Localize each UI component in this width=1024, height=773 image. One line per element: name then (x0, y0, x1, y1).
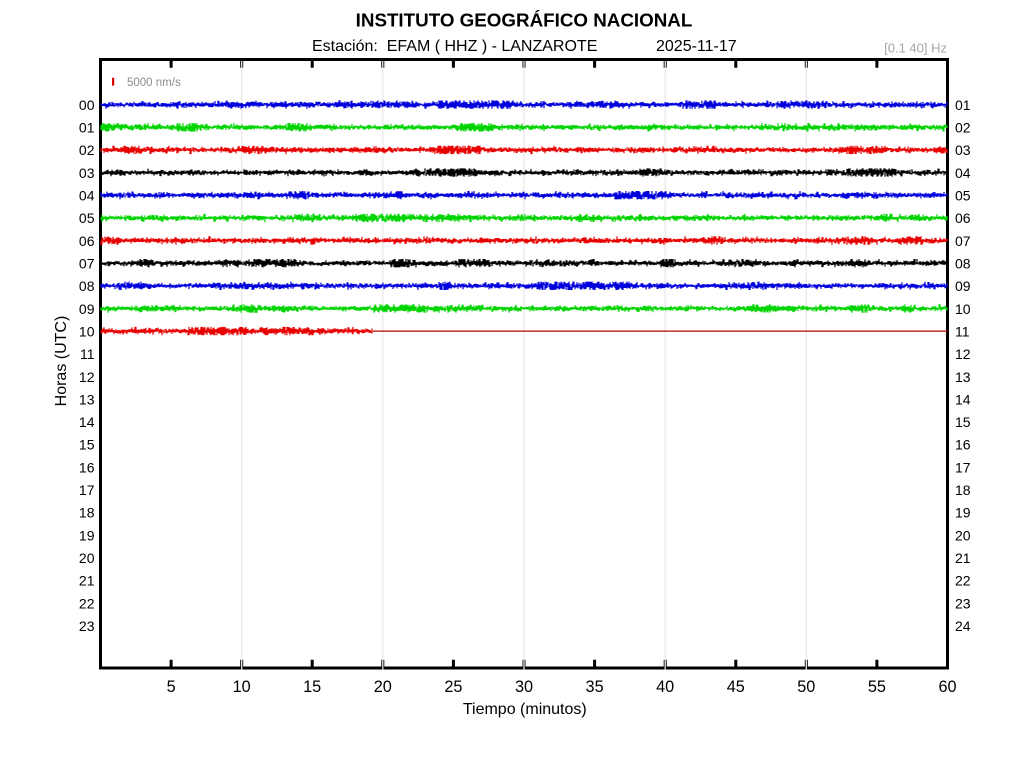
svg-text:24: 24 (955, 618, 971, 634)
svg-text:20: 20 (374, 678, 392, 696)
svg-text:09: 09 (955, 278, 971, 294)
svg-text:Horas (UTC): Horas (UTC) (53, 316, 70, 407)
svg-text:Tiempo (minutos): Tiempo (minutos) (463, 701, 587, 718)
svg-text:20: 20 (955, 527, 971, 543)
svg-text:00: 00 (79, 97, 95, 113)
svg-text:14: 14 (955, 391, 971, 407)
svg-text:07: 07 (79, 256, 95, 272)
svg-text:17: 17 (955, 459, 971, 475)
svg-text:02: 02 (955, 120, 971, 136)
svg-text:15: 15 (955, 414, 971, 430)
svg-text:10: 10 (955, 301, 971, 317)
svg-text:19: 19 (955, 505, 971, 521)
svg-text:10: 10 (233, 678, 251, 696)
svg-text:13: 13 (955, 369, 971, 385)
svg-text:19: 19 (79, 527, 95, 543)
svg-text:04: 04 (955, 165, 971, 181)
svg-text:13: 13 (79, 391, 95, 407)
svg-text:5: 5 (167, 678, 176, 696)
svg-text:17: 17 (79, 482, 95, 498)
svg-text:06: 06 (79, 233, 95, 249)
svg-text:23: 23 (79, 618, 95, 634)
svg-text:09: 09 (79, 301, 95, 317)
svg-text:15: 15 (303, 678, 321, 696)
svg-text:20: 20 (79, 550, 95, 566)
svg-text:18: 18 (955, 482, 971, 498)
svg-text:11: 11 (80, 346, 95, 362)
svg-text:01: 01 (955, 97, 971, 113)
svg-text:08: 08 (79, 278, 95, 294)
svg-text:55: 55 (868, 678, 886, 696)
svg-text:30: 30 (515, 678, 533, 696)
svg-text:12: 12 (955, 346, 971, 362)
svg-text:07: 07 (955, 233, 971, 249)
svg-text:06: 06 (955, 210, 971, 226)
svg-text:35: 35 (586, 678, 604, 696)
svg-text:40: 40 (656, 678, 674, 696)
svg-text:03: 03 (79, 165, 95, 181)
svg-text:INSTITUTO GEOGRÁFICO NACIONAL: INSTITUTO GEOGRÁFICO NACIONAL (356, 10, 693, 31)
svg-text:60: 60 (938, 678, 956, 696)
svg-text:50: 50 (797, 678, 815, 696)
svg-text:[0.1 40] Hz: [0.1 40] Hz (884, 40, 947, 55)
svg-text:05: 05 (79, 210, 95, 226)
svg-text:18: 18 (79, 505, 95, 521)
svg-text:16: 16 (955, 437, 971, 453)
svg-text:2025-11-17: 2025-11-17 (656, 38, 737, 55)
svg-text:23: 23 (955, 595, 971, 611)
svg-text:01: 01 (79, 120, 95, 136)
svg-text:05: 05 (955, 188, 971, 204)
svg-text:25: 25 (444, 678, 462, 696)
svg-text:14: 14 (79, 414, 95, 430)
svg-text:22: 22 (955, 573, 971, 589)
svg-text:08: 08 (955, 256, 971, 272)
svg-text:04: 04 (79, 188, 95, 204)
svg-text:15: 15 (79, 437, 95, 453)
svg-text:5000 nm/s: 5000 nm/s (127, 77, 181, 89)
svg-text:21: 21 (955, 550, 971, 566)
svg-text:03: 03 (955, 142, 971, 158)
svg-text:12: 12 (79, 369, 95, 385)
svg-text:22: 22 (79, 595, 95, 611)
svg-text:21: 21 (79, 573, 95, 589)
svg-text:02: 02 (79, 142, 95, 158)
svg-text:10: 10 (79, 323, 95, 339)
svg-text:45: 45 (727, 678, 745, 696)
svg-text:Estación: EFAM ( HHZ ) - LANZ: Estación: EFAM ( HHZ ) - LANZAROTE (312, 38, 597, 55)
svg-text:11: 11 (955, 323, 970, 339)
svg-text:16: 16 (79, 459, 95, 475)
